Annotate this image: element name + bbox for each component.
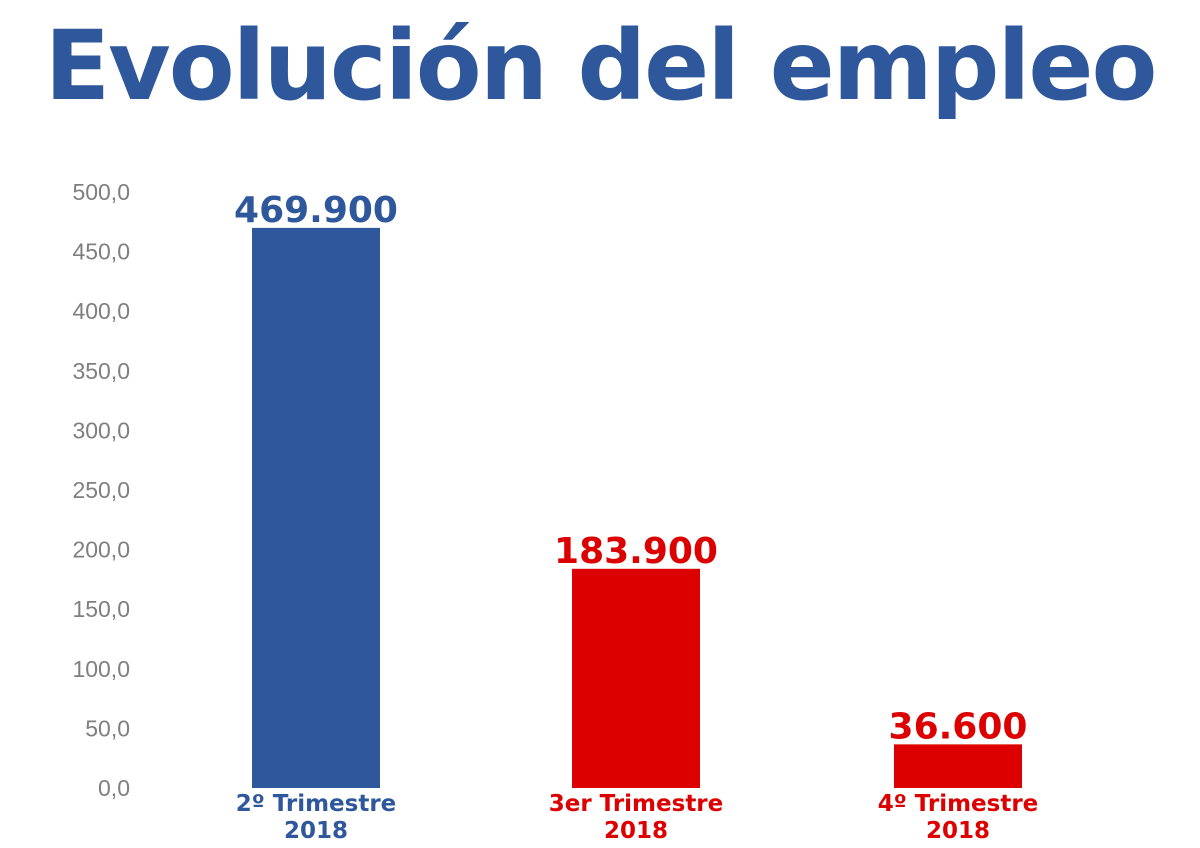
y-tick-label: 50,0 xyxy=(85,715,130,741)
bar xyxy=(572,568,700,788)
category-label: 2018 xyxy=(604,818,668,844)
chart-title: Evolución del empleo xyxy=(44,10,1158,122)
y-axis: 0,0 50,0 100,0 150,0 200,0 250,0 300,0 350,0 400… xyxy=(72,179,130,801)
y-tick-label: 250,0 xyxy=(72,477,130,503)
y-tick-label: 100,0 xyxy=(72,656,130,682)
data-label: 183.900 xyxy=(554,531,718,572)
y-tick-label: 400,0 xyxy=(72,298,130,324)
category-label: 2º Trimestre xyxy=(236,791,397,817)
y-tick-label: 450,0 xyxy=(72,239,130,265)
bar xyxy=(894,744,1022,788)
data-label: 469.900 xyxy=(234,190,398,231)
category-label: 2018 xyxy=(926,818,990,844)
bar xyxy=(252,227,380,788)
data-label: 36.600 xyxy=(889,706,1028,747)
category-label: 4º Trimestre xyxy=(878,791,1039,817)
category-label: 3er Trimestre xyxy=(549,791,724,817)
category-label: 2018 xyxy=(284,818,348,844)
y-tick-label: 150,0 xyxy=(72,596,130,622)
y-tick-label: 350,0 xyxy=(72,358,130,384)
y-tick-label: 500,0 xyxy=(72,179,130,205)
y-tick-label: 200,0 xyxy=(72,537,130,563)
y-tick-label: 0,0 xyxy=(98,775,130,801)
data-labels: 469.900 183.900 36.600 xyxy=(234,190,1027,747)
bars xyxy=(252,227,1022,788)
y-tick-label: 300,0 xyxy=(72,417,130,443)
